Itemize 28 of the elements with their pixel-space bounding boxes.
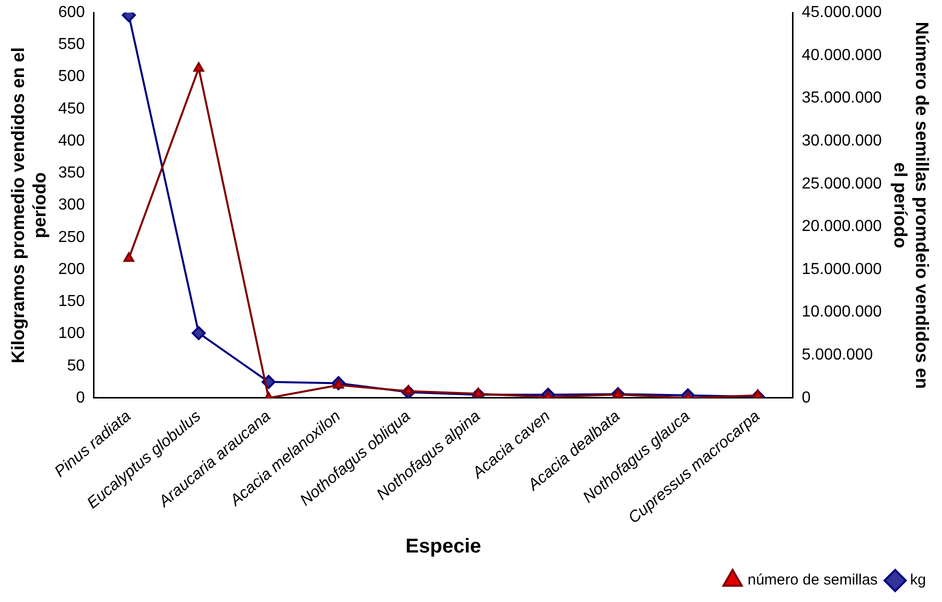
y2-tick-label: 30.000.000: [802, 132, 882, 150]
y-tick-label: 500: [58, 68, 85, 86]
legend-label: número de semillas: [748, 572, 878, 589]
y2-axis-title: Número de semillas promdeio vendidos en el período: [890, 22, 932, 389]
y2-tick-label: 10.000.000: [802, 304, 882, 321]
y-tick-label: 350: [58, 164, 85, 182]
y2-tick-label: 15.000.000: [802, 260, 882, 278]
y-tick-label: 300: [58, 196, 85, 214]
legend-label: kg: [910, 572, 926, 589]
y2-tick-label: 20.000.000: [802, 218, 882, 236]
y-axis-title: Kilogramos promedio vendidos en el período: [8, 47, 50, 364]
y-tick-label: 50: [67, 357, 85, 374]
y-tick-label: 200: [58, 260, 85, 278]
y-tick-label: 400: [58, 132, 85, 150]
y2-tick-label: 0: [802, 389, 811, 406]
y-tick-label: 250: [58, 228, 85, 246]
y2-tick-label: 5.000.000: [802, 346, 874, 364]
y-tick-label: 100: [58, 325, 85, 342]
y-tick-label: 450: [58, 100, 85, 118]
y-tick-label: 550: [58, 36, 85, 54]
y-tick-label: 150: [58, 293, 85, 310]
x-axis-title: Especie: [406, 536, 482, 558]
y2-tick-label: 40.000.000: [802, 46, 882, 64]
y-tick-label: 600: [58, 4, 85, 22]
y2-tick-label: 35.000.000: [802, 90, 882, 107]
y2-tick-label: 45.000.000: [802, 4, 882, 22]
y-tick-label: 0: [76, 389, 85, 406]
y2-tick-label: 25.000.000: [802, 175, 882, 192]
